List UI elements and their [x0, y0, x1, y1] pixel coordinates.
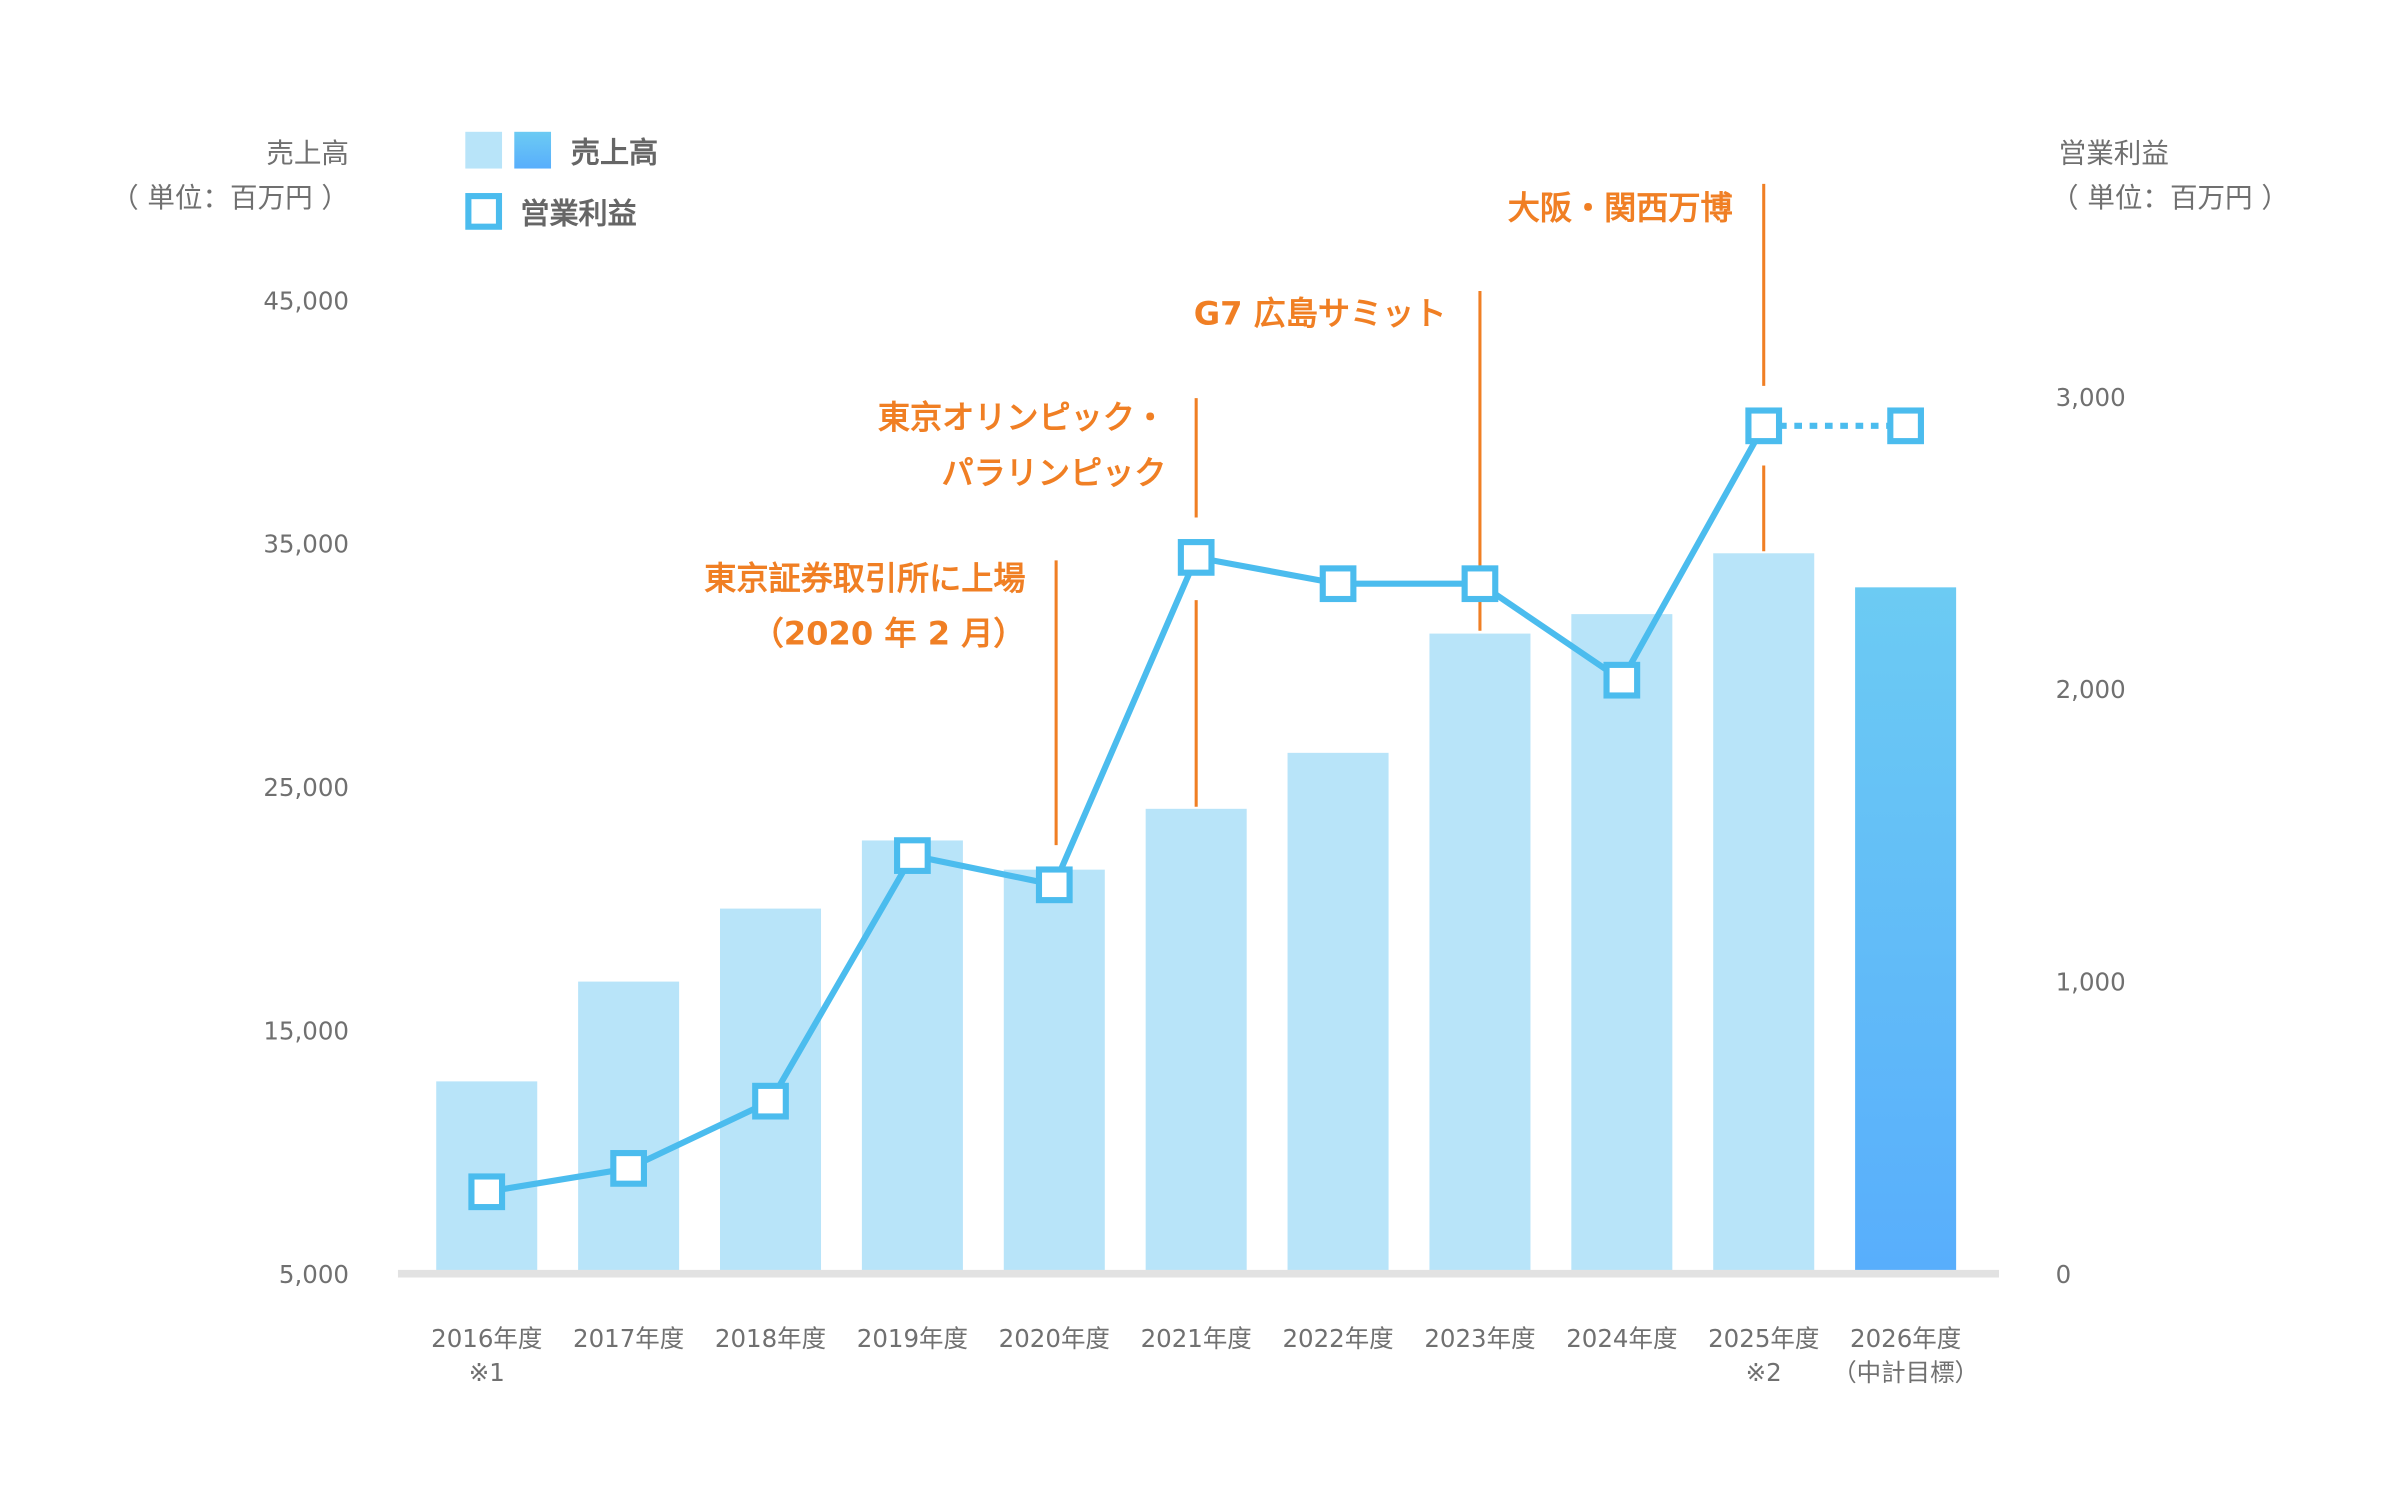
x-tick-label: 2017年度	[573, 1324, 684, 1353]
x-tick-label: 2016年度	[431, 1324, 542, 1353]
right-tick-label: 0	[2056, 1260, 2072, 1289]
profit-marker-2024年度	[1603, 661, 1641, 699]
right-tick-label: 3,000	[2056, 383, 2126, 412]
annotation-text: 大阪・関西万博	[1508, 189, 1733, 227]
annotation-text: 東京証券取引所に上場	[704, 559, 1025, 597]
x-tick-label: 2026年度	[1850, 1324, 1961, 1353]
left-axis-unit: （ 単位：百万円 ）	[111, 182, 349, 214]
x-tick-label: 2022年度	[1282, 1324, 1393, 1353]
profit-marker-2023年度	[1461, 565, 1499, 603]
operating-profit-line	[486, 424, 1767, 1195]
profit-marker-2018年度	[752, 1082, 789, 1120]
x-tick-label: 2018年度	[715, 1324, 826, 1353]
left-tick-label: 5,000	[279, 1260, 349, 1289]
right-axis-unit: （ 単位：百万円 ）	[2051, 182, 2289, 214]
left-tick-label: 25,000	[263, 773, 349, 802]
profit-marker-2026年度	[1887, 407, 1924, 445]
left-tick-label: 35,000	[263, 530, 349, 559]
profit-marker-2021年度	[1177, 539, 1215, 576]
left-axis-label: 売上高	[266, 137, 349, 169]
bar-2025年度	[1713, 553, 1815, 1274]
x-tick-note: ※2	[1746, 1358, 1782, 1387]
legend-bar-label: 売上高	[571, 135, 658, 169]
bar-2023年度	[1429, 633, 1531, 1274]
annotation-text: パラリンピック	[941, 454, 1166, 492]
annotation-text: （2020 年 2 月）	[752, 615, 1026, 653]
bar-2017年度	[578, 981, 680, 1274]
right-tick-label: 1,000	[2056, 967, 2126, 996]
bar-2024年度	[1571, 614, 1673, 1274]
bar-2026年度	[1855, 587, 1957, 1274]
x-tick-label: 2024年度	[1566, 1324, 1677, 1353]
left-tick-label: 45,000	[263, 286, 349, 315]
bar-2022年度	[1287, 752, 1389, 1274]
bar-2021年度	[1145, 808, 1247, 1274]
x-tick-label: 2019年度	[857, 1324, 968, 1353]
legend-line-label: 営業利益	[520, 197, 636, 231]
profit-marker-2016年度	[468, 1173, 506, 1211]
legend-bar-swatch-light	[465, 131, 503, 169]
x-tick-label: 2025年度	[1708, 1324, 1819, 1353]
x-tick-note: ※1	[469, 1358, 505, 1387]
legend: 売上高 営業利益	[465, 131, 658, 231]
profit-marker-2017年度	[610, 1150, 647, 1187]
bar-2020年度	[1003, 869, 1105, 1274]
x-tick-label: 2023年度	[1424, 1324, 1535, 1353]
right-axis-label: 営業利益	[2059, 137, 2169, 169]
legend-line-marker	[465, 193, 503, 230]
x-tick-label: 2020年度	[999, 1324, 1110, 1353]
legend-bar-swatch-target	[514, 131, 552, 169]
annotation-text: G7 広島サミット	[1194, 295, 1447, 333]
left-tick-label: 15,000	[263, 1016, 349, 1045]
annotation-text: 東京オリンピック・	[878, 399, 1166, 437]
right-tick-label: 2,000	[2056, 675, 2126, 704]
profit-marker-2022年度	[1319, 565, 1357, 603]
profit-marker-2019年度	[894, 837, 931, 874]
profit-marker-2025年度	[1745, 407, 1783, 445]
x-tick-label: 2021年度	[1141, 1324, 1252, 1353]
profit-marker-2020年度	[1035, 866, 1073, 904]
x-tick-note: （中計目標）	[1832, 1358, 1979, 1387]
bar-2019年度	[861, 840, 963, 1274]
